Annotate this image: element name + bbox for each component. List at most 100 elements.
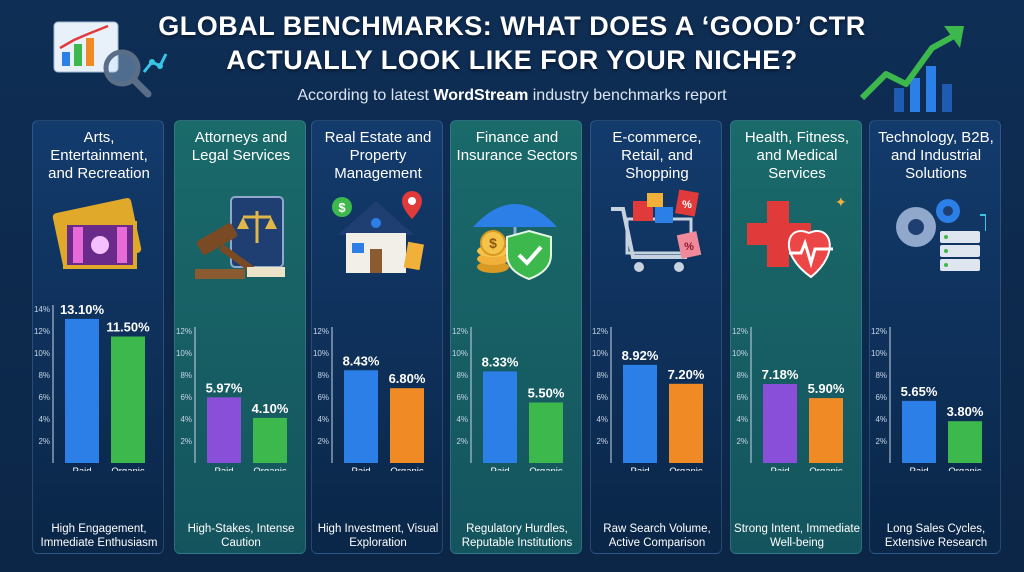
y-tick-label: 8% <box>456 371 468 380</box>
ctr-bar-chart: 2%4%6%8%10%12%7.18%PaidSearchAverageCTR5… <box>732 327 845 471</box>
y-tick-label: 12% <box>732 327 748 336</box>
paid-ctr-bar <box>344 370 378 463</box>
industry-panel: Arts, Entertainment, and Recreation 2% 4% 6… <box>32 120 164 554</box>
y-tick-label: 2% <box>596 437 608 446</box>
house-pin-icon: $ <box>332 191 424 273</box>
gavel-scales-icon <box>195 196 285 279</box>
y-tick-label: 12% <box>592 327 608 336</box>
umbrella-shield-icon: $ <box>473 204 557 281</box>
industry-title: Arts, Entertainment, and Recreation <box>48 129 150 182</box>
bar-value-label: 8.33% <box>482 354 519 369</box>
y-tick-label: 14% <box>34 305 50 314</box>
bar-value-label: 7.20% <box>668 367 705 382</box>
y-tick-label: 10% <box>452 349 468 358</box>
industry-panel: E-commerce, Retail, and Shopping%% 2% 4% 6%… <box>590 120 722 554</box>
y-tick-label: 6% <box>456 393 468 402</box>
industry-panel: Attorneys and Legal Services 2% 4% 6% 8% 10% 1… <box>174 120 306 554</box>
bar-value-label: 5.90% <box>808 381 845 396</box>
y-tick-label: 10% <box>313 349 329 358</box>
industry-panel: Technology, B2B, and Industrial Solution… <box>869 120 1001 554</box>
page-title-line-1: GLOBAL BENCHMARKS: WHAT DOES A ‘GOOD’ CT… <box>158 11 866 41</box>
y-tick-label: 8% <box>38 371 50 380</box>
organic-ctr-bar <box>253 417 287 463</box>
y-tick-label: 8% <box>317 371 329 380</box>
ctr-bar-chart: 2%4%6%8%10%12%14%13.10%PaidSearchAverage… <box>34 302 150 471</box>
organic-ctr-bar <box>948 421 982 463</box>
y-tick-label: 12% <box>176 327 192 336</box>
panel-caption: High Investment, Visual Exploration <box>317 523 439 549</box>
y-tick-label: 10% <box>34 349 50 358</box>
panel-caption: Regulatory Hurdles, Reputable Institutio… <box>461 523 573 549</box>
page-title-line-2: ACTUALLY LOOK LIKE FOR YOUR NICHE? <box>226 45 798 75</box>
y-tick-label: 10% <box>871 349 887 358</box>
bar-value-label: 13.10% <box>60 302 105 317</box>
y-tick-label: 2% <box>38 437 50 446</box>
ctr-bar-chart: 2%4%6%8%10%12%8.43%PaidSearchAverageCTR6… <box>313 327 426 471</box>
bar-value-label: 8.92% <box>622 348 659 363</box>
svg-text:$: $ <box>338 200 346 215</box>
svg-text:%: % <box>684 241 694 253</box>
y-tick-label: 6% <box>736 393 748 402</box>
paid-ctr-bar <box>483 371 517 463</box>
y-tick-label: 8% <box>180 371 192 380</box>
category-label: Paid <box>770 466 789 471</box>
organic-ctr-bar <box>390 388 424 463</box>
bar-value-label: 5.50% <box>528 386 565 401</box>
svg-text:%: % <box>682 199 692 211</box>
y-tick-label: 4% <box>38 415 50 424</box>
organic-ctr-bar <box>111 336 145 463</box>
category-label: Organic <box>669 466 703 471</box>
y-tick-label: 2% <box>180 437 192 446</box>
ctr-bar-chart: 2%4%6%8%10%12%8.33%PaidSearchAverageCTR5… <box>452 327 565 471</box>
y-tick-label: 6% <box>317 393 329 402</box>
bar-value-label: 4.10% <box>252 401 289 416</box>
shopping-cart-icon: %% <box>611 189 702 272</box>
brand-name: WordStream <box>433 87 529 104</box>
panel-caption: Long Sales Cycles, Extensive Research <box>884 523 988 549</box>
y-tick-label: 12% <box>871 327 887 336</box>
category-label: Organic <box>948 466 982 471</box>
y-tick-label: 12% <box>452 327 468 336</box>
y-tick-label: 8% <box>875 371 887 380</box>
industry-title: Real Estate and Property Management <box>324 129 432 182</box>
paid-ctr-bar <box>623 364 657 463</box>
category-label: Paid <box>490 466 509 471</box>
y-tick-label: 6% <box>180 393 192 402</box>
bar-value-label: 5.65% <box>901 384 938 399</box>
bar-value-label: 5.97% <box>206 380 243 395</box>
y-tick-label: 4% <box>180 415 192 424</box>
category-label: Organic <box>529 466 563 471</box>
y-tick-label: 12% <box>313 327 329 336</box>
industry-panel: Real Estate and Property Management $2% 4%… <box>311 120 443 554</box>
paid-ctr-bar <box>65 318 99 463</box>
organic-ctr-bar <box>809 398 843 463</box>
y-tick-label: 2% <box>736 437 748 446</box>
category-label: Paid <box>72 466 91 471</box>
bar-value-label: 7.18% <box>762 367 799 382</box>
y-tick-label: 6% <box>596 393 608 402</box>
y-tick-label: 10% <box>592 349 608 358</box>
industry-title: Attorneys and Legal Services <box>191 129 291 164</box>
y-tick-label: 2% <box>317 437 329 446</box>
bar-value-label: 8.43% <box>343 353 380 368</box>
industry-title: Health, Fitness, and Medical Services <box>744 129 850 182</box>
y-tick-label: 8% <box>596 371 608 380</box>
page-subtitle: According to latest WordStream industry … <box>297 87 727 104</box>
y-tick-label: 4% <box>875 415 887 424</box>
y-tick-label: 2% <box>456 437 468 446</box>
category-label: Organic <box>111 466 145 471</box>
y-tick-label: 10% <box>732 349 748 358</box>
panel-caption: High Engagement, Immediate Enthusiasm <box>40 523 158 549</box>
category-label: Paid <box>909 466 928 471</box>
y-tick-label: 4% <box>317 415 329 424</box>
category-label: Paid <box>630 466 649 471</box>
y-tick-label: 12% <box>34 327 50 336</box>
paid-ctr-bar <box>207 397 241 463</box>
industry-title: E-commerce, Retail, and Shopping <box>612 129 702 182</box>
category-label: Organic <box>253 466 287 471</box>
category-label: Paid <box>214 466 233 471</box>
organic-ctr-bar <box>529 402 563 463</box>
ticket-stage-icon <box>52 198 142 269</box>
y-tick-label: 4% <box>456 415 468 424</box>
category-label: Paid <box>351 466 370 471</box>
